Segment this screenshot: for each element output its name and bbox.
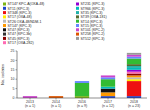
legend-swatch	[3, 37, 6, 40]
bar-segment	[101, 89, 115, 93]
bar-segment	[101, 87, 115, 89]
bar-segment	[127, 57, 141, 59]
y-tick	[16, 51, 18, 52]
axes: 0 5 10 15 20 25 2013(n = 1) 2014(n = 1) 2016(n =…	[11, 49, 147, 108]
legend-swatch	[3, 24, 6, 27]
bar-segment	[127, 81, 141, 96]
y-axis-line	[17, 51, 18, 98]
legend-swatch	[76, 37, 79, 40]
legend-swatch	[76, 3, 79, 6]
bar-segment	[127, 74, 141, 76]
y-tick	[16, 88, 18, 89]
bar-segment	[127, 53, 141, 55]
bar-segment	[101, 92, 115, 96]
legend: ST147 KPC-A(OXA-48)ST11 (KPC-3)ST348 (KP…	[3, 2, 107, 45]
y-tick-label: 20	[11, 59, 15, 63]
bar-segment	[127, 64, 141, 66]
legend-swatch	[3, 41, 6, 44]
bar-segment	[127, 75, 141, 77]
x-tick-label: 2018(n = 23)	[128, 100, 140, 108]
legend-label: ST512 (KPC-3)	[81, 37, 105, 41]
bar-segment	[127, 77, 141, 79]
legend-swatch	[76, 24, 79, 27]
legend-swatch	[3, 28, 6, 31]
y-tick-label: 0	[13, 96, 15, 100]
x-axis-line	[17, 98, 147, 99]
x-tick-label: 2013(n = 1)	[25, 100, 35, 108]
bar-segment	[127, 55, 141, 57]
legend-swatch	[76, 28, 79, 31]
legend-swatch	[76, 20, 79, 23]
bars	[23, 53, 141, 98]
legend-swatch	[3, 20, 6, 23]
bar-segment	[101, 75, 115, 77]
bar-segment	[127, 66, 141, 68]
y-tick-label: 25	[11, 49, 15, 53]
y-tick	[16, 98, 18, 99]
bar-segment	[101, 77, 115, 79]
bar-segment	[75, 81, 89, 83]
legend-swatch	[76, 7, 79, 10]
x-tick-label: 2017(n = 12)	[102, 100, 114, 108]
legend-swatch	[76, 11, 79, 14]
y-axis-label: No. isolates	[0, 64, 5, 85]
x-tick-label: 2014(n = 1)	[51, 100, 61, 108]
bar-segment	[127, 79, 141, 81]
legend-swatch	[3, 15, 6, 18]
y-tick-label: 5	[13, 87, 15, 91]
legend-swatch	[3, 3, 6, 6]
bar-segment	[75, 83, 89, 96]
legend-swatch	[3, 11, 6, 14]
legend-swatch	[76, 15, 79, 18]
y-tick	[16, 60, 18, 61]
y-tick-label: 15	[11, 68, 15, 72]
legend-label: ST17 (OXA-282)	[8, 41, 34, 45]
bar-segment	[127, 59, 141, 65]
chart: ST147 KPC-A(OXA-48)ST11 (KPC-3)ST348 (KP…	[0, 0, 150, 110]
y-tick-label: 10	[11, 77, 15, 81]
y-tick	[16, 69, 18, 70]
bar-segment	[127, 72, 141, 74]
bar-segment	[127, 70, 141, 72]
legend-swatch	[3, 7, 6, 10]
legend-swatch	[3, 33, 6, 36]
x-tick-label: 2016(n = 9)	[77, 100, 87, 108]
bar-segment	[127, 68, 141, 70]
legend-swatch	[76, 33, 79, 36]
bar-segment	[101, 79, 115, 87]
y-tick	[16, 79, 18, 80]
